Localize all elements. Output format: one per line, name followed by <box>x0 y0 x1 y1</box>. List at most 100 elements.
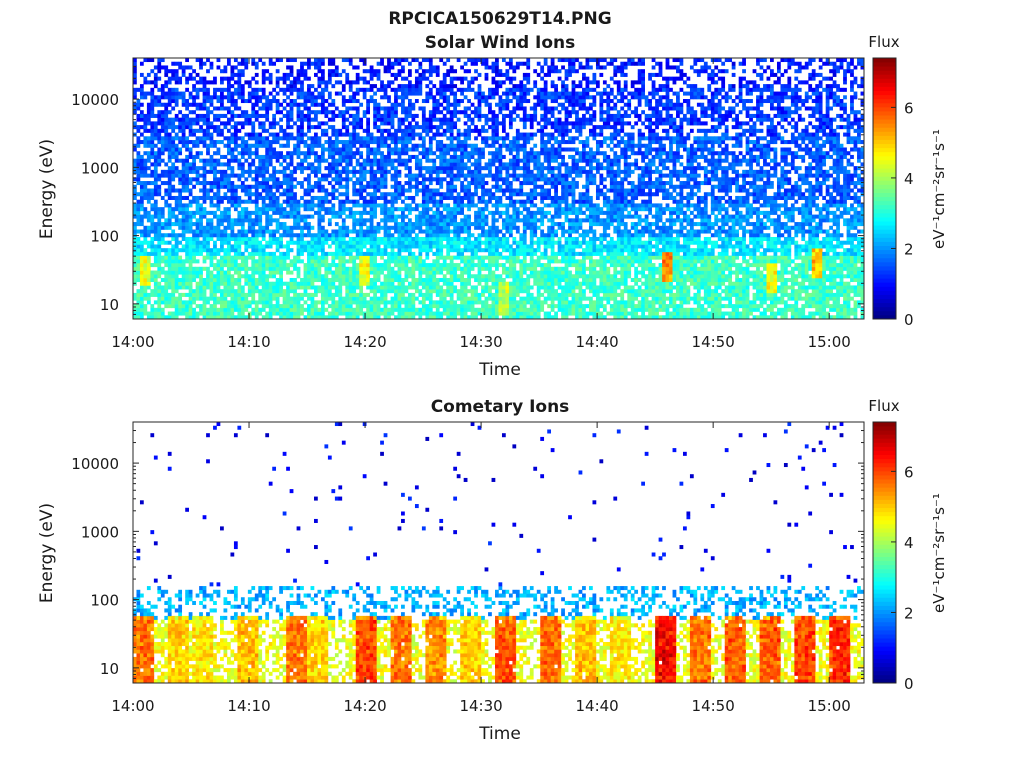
heatmap-cell <box>401 222 405 227</box>
heatmap-cell <box>226 110 231 115</box>
heatmap-cell <box>418 274 423 279</box>
heatmap-cell <box>226 270 231 275</box>
heatmap-cell <box>167 300 172 305</box>
heatmap-cell <box>428 128 433 133</box>
heatmap-cell <box>345 248 350 253</box>
heatmap-cell <box>230 266 235 271</box>
heatmap-cell <box>334 188 339 193</box>
heatmap-cell <box>348 214 353 219</box>
heatmap-cell <box>153 199 158 204</box>
heatmap-cell <box>146 281 151 286</box>
heatmap-cell <box>199 166 203 171</box>
heatmap-cell <box>202 214 207 219</box>
heatmap-cell <box>428 195 433 200</box>
heatmap-cell <box>164 69 169 74</box>
heatmap-cell <box>160 296 165 301</box>
heatmap-cell <box>258 218 263 223</box>
heatmap-cell <box>286 188 290 193</box>
heatmap-cell <box>303 177 308 182</box>
heatmap-cell <box>307 181 311 186</box>
heatmap-cell <box>341 248 346 253</box>
heatmap-cell <box>237 106 242 111</box>
heatmap-cell <box>470 255 475 260</box>
heatmap-cell <box>171 304 176 309</box>
heatmap-cell <box>216 177 221 182</box>
heatmap-cell <box>199 158 203 163</box>
heatmap-cell <box>376 307 381 312</box>
heatmap-cell <box>240 240 245 245</box>
heatmap-cell <box>206 162 210 167</box>
heatmap-cell <box>160 292 165 297</box>
heatmap-cell <box>442 132 447 137</box>
heatmap-cell <box>153 99 158 104</box>
heatmap-cell <box>387 311 391 316</box>
heatmap-cell <box>133 158 137 163</box>
heatmap-cell <box>421 210 426 215</box>
heatmap-cell <box>421 240 426 245</box>
heatmap-cell <box>146 106 151 111</box>
heatmap-cell <box>244 236 249 241</box>
heatmap-cell <box>401 281 405 286</box>
heatmap-cell <box>449 128 454 133</box>
heatmap-cell <box>188 266 193 271</box>
heatmap-cell <box>268 315 273 320</box>
heatmap-cell <box>282 80 287 85</box>
heatmap-cell <box>272 229 277 234</box>
heatmap-cell <box>421 192 426 197</box>
heatmap-cell <box>348 151 353 156</box>
heatmap-cell <box>143 158 148 163</box>
heatmap-cell <box>251 184 256 189</box>
heatmap-cell <box>300 229 304 234</box>
heatmap-cell <box>310 162 315 167</box>
heatmap-cell <box>355 132 360 137</box>
heatmap-cell <box>226 99 231 104</box>
heatmap-cell <box>383 184 388 189</box>
heatmap-cell <box>206 285 210 290</box>
heatmap-cell <box>404 259 409 264</box>
heatmap-cell <box>282 255 287 260</box>
heatmap-cell <box>178 147 183 152</box>
heatmap-cell <box>282 251 287 256</box>
heatmap-cell <box>209 289 214 294</box>
heatmap-cell <box>160 113 165 118</box>
heatmap-cell <box>202 181 207 186</box>
heatmap-cell <box>359 218 364 223</box>
heatmap-cell <box>453 274 458 279</box>
heatmap-cell <box>474 292 478 297</box>
heatmap-cell <box>334 255 339 260</box>
heatmap-cell <box>202 233 207 238</box>
heatmap-cell <box>136 166 141 171</box>
heatmap-cell <box>477 292 482 297</box>
heatmap-cell <box>432 259 437 264</box>
heatmap-cell <box>275 58 280 63</box>
heatmap-cell <box>348 80 353 85</box>
heatmap-cell <box>397 285 402 290</box>
heatmap-cell <box>310 244 315 249</box>
heatmap-cell <box>254 248 259 253</box>
heatmap-cell <box>209 304 214 309</box>
heatmap-cell <box>369 151 374 156</box>
heatmap-cell <box>334 263 339 268</box>
heatmap-cell <box>244 192 249 197</box>
heatmap-cell <box>307 233 311 238</box>
heatmap-cell <box>432 125 437 130</box>
heatmap-cell <box>272 233 277 238</box>
heatmap-cell <box>230 281 235 286</box>
heatmap-cell <box>352 117 357 122</box>
heatmap-cell <box>324 188 329 193</box>
heatmap-cell <box>230 110 235 115</box>
heatmap-cell <box>449 154 454 159</box>
heatmap-cell <box>334 158 339 163</box>
heatmap-cell <box>185 240 189 245</box>
heatmap-cell <box>303 151 308 156</box>
heatmap-cell <box>380 240 384 245</box>
heatmap-cell <box>380 218 384 223</box>
heatmap-cell <box>373 69 377 74</box>
heatmap-cell <box>348 266 353 271</box>
heatmap-cell <box>428 169 433 174</box>
heatmap-cell <box>237 229 242 234</box>
heatmap-cell <box>133 72 137 77</box>
heatmap-cell <box>220 80 224 85</box>
heatmap-cell <box>338 177 343 182</box>
heatmap-cell <box>320 203 325 208</box>
